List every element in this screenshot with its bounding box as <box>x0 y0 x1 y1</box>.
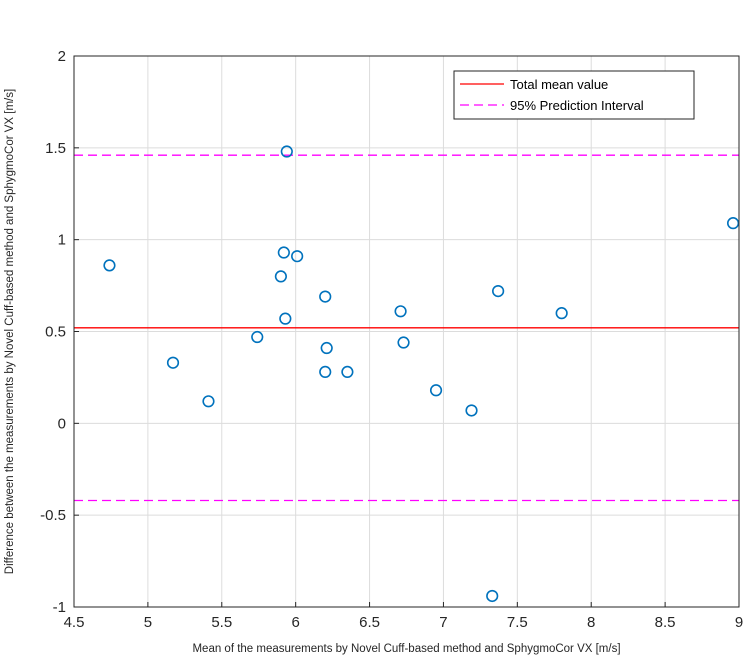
data-point <box>394 305 407 318</box>
x-tick-label: 5.5 <box>211 614 232 631</box>
data-point <box>492 284 505 298</box>
data-point <box>319 290 332 303</box>
y-tick-label: -1 <box>53 599 66 616</box>
x-tick-label: 6 <box>291 614 299 631</box>
data-point <box>166 356 180 369</box>
axis-ticks: 4.5 5 5.5 6 6.5 7 7.5 8 8.5 9 -1 -0.5 0 0.5 1 1.5 2 <box>40 48 743 631</box>
legend: Total mean value 95% Prediction Interval <box>453 70 695 120</box>
y-tick-label: 2 <box>58 48 66 65</box>
x-tick-label: 7 <box>439 614 447 631</box>
reference-lines <box>74 154 739 502</box>
data-point <box>251 330 264 344</box>
data-point <box>486 589 499 603</box>
x-tick-label: 6.5 <box>359 614 380 631</box>
x-tick-label: 9 <box>735 614 743 631</box>
data-points <box>103 145 740 603</box>
data-point <box>202 395 215 408</box>
legend-label-mean: Total mean value <box>510 77 608 92</box>
data-point <box>397 336 410 349</box>
data-point <box>726 217 740 230</box>
data-point <box>274 270 287 283</box>
legend-box <box>453 70 695 120</box>
x-tick-label: 8 <box>587 614 595 631</box>
x-tick-label: 5 <box>144 614 152 631</box>
y-tick-label: 0.5 <box>45 324 66 341</box>
x-tick-label: 7.5 <box>507 614 528 631</box>
x-tick-label: 4.5 <box>64 614 85 631</box>
data-point <box>319 365 332 379</box>
y-tick-label: 0 <box>58 415 66 432</box>
x-axis-label: Mean of the measurements by Novel Cuff-b… <box>192 643 620 655</box>
data-point <box>320 341 333 355</box>
data-point <box>277 246 290 259</box>
y-tick-label: 1 <box>58 232 66 249</box>
data-point <box>429 384 443 397</box>
data-point <box>555 307 568 320</box>
data-point <box>103 259 116 272</box>
y-axis-label: Difference between the measurements by N… <box>4 89 16 574</box>
y-tick-label: 1.5 <box>45 140 66 157</box>
y-tick-label: -0.5 <box>40 507 66 524</box>
legend-label-prediction-interval: 95% Prediction Interval <box>510 98 644 113</box>
data-point <box>465 404 478 417</box>
x-tick-label: 8.5 <box>655 614 676 631</box>
data-point <box>341 365 354 379</box>
data-point <box>291 250 304 263</box>
data-point <box>280 145 293 158</box>
data-point <box>279 312 292 325</box>
